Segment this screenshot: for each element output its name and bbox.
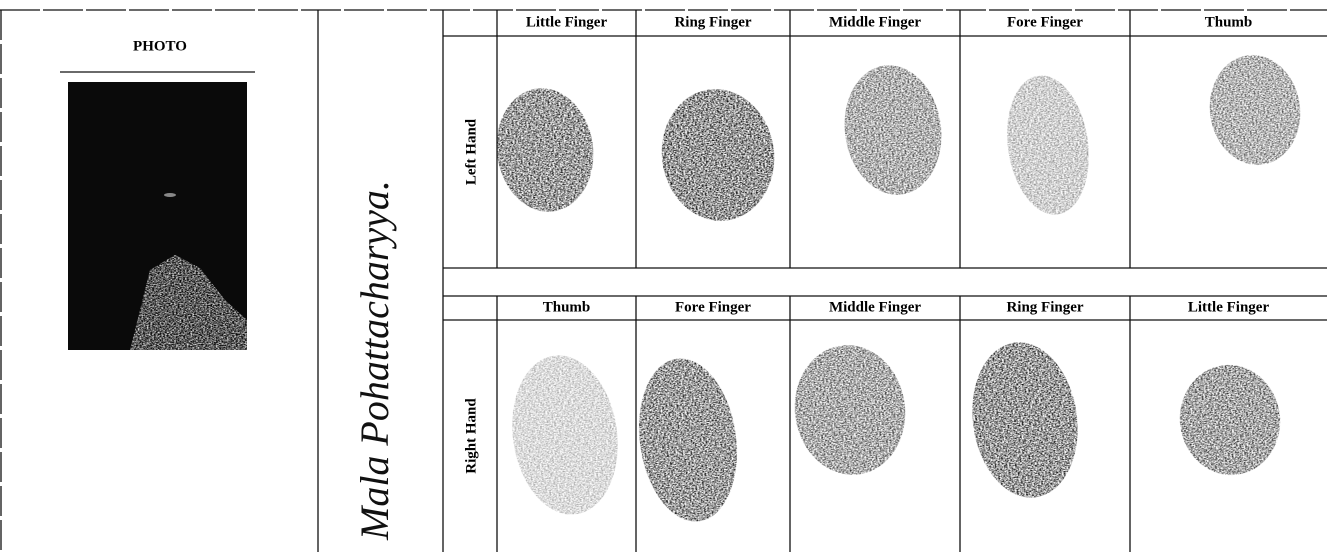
fingerprint xyxy=(786,338,913,482)
signature: Mala Pohattacharyya. xyxy=(352,180,397,541)
fingerprint xyxy=(1203,49,1307,170)
photo xyxy=(68,82,247,350)
fingerprint xyxy=(502,349,627,522)
finger-header: Fore Finger xyxy=(675,299,751,315)
fingerprint xyxy=(489,82,601,218)
finger-header: Thumb xyxy=(1205,14,1253,30)
finger-header: Little Finger xyxy=(1188,299,1270,315)
finger-cells: Little Finger Ring Finger Middle Finger For… xyxy=(489,10,1307,552)
finger-header: Ring Finger xyxy=(674,14,751,30)
finger-header: Fore Finger xyxy=(1007,14,1083,30)
fingerprint xyxy=(963,336,1088,505)
photo-label: PHOTO xyxy=(133,38,187,54)
page: PHOTO Mala Pohattacharyya. Left Hand Rig… xyxy=(0,0,1327,552)
right-hand-label: Right Hand xyxy=(463,398,479,474)
finger-header: Ring Finger xyxy=(1006,299,1083,315)
fingerprint xyxy=(629,352,747,528)
finger-header: Middle Finger xyxy=(829,299,921,315)
fingerprint xyxy=(999,70,1098,220)
finger-header: Middle Finger xyxy=(829,14,921,30)
fingerprint xyxy=(836,59,949,201)
fingerprint-form: PHOTO Mala Pohattacharyya. Left Hand Rig… xyxy=(0,0,1327,552)
fingerprint xyxy=(653,82,782,228)
finger-header: Thumb xyxy=(543,299,591,315)
left-hand-label: Left Hand xyxy=(463,118,479,185)
finger-header: Little Finger xyxy=(526,14,608,30)
fingerprint xyxy=(1173,359,1287,482)
